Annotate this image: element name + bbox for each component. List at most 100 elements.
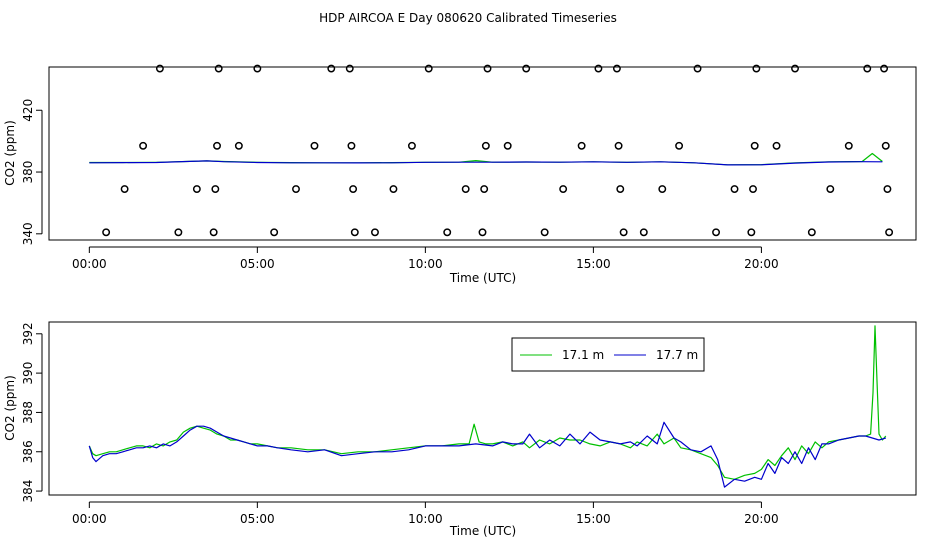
bottom-x-tick-label: 15:00 (576, 512, 611, 526)
top-x-tick-label: 10:00 (408, 257, 443, 271)
top-panel: 00:00 05:00 10:00 15:00 20:00 340 380 420 Time… (3, 64, 917, 285)
calibration-point (619, 228, 628, 237)
calibration-point (102, 228, 111, 237)
top-y-tick-label: 420 (21, 99, 35, 122)
top-y-axis-label: CO2 (ppm) (3, 120, 17, 186)
calibration-point (639, 228, 648, 237)
calibration-point (540, 228, 549, 237)
calibration-point (559, 185, 568, 193)
top-x-axis-label: Time (UTC) (449, 271, 516, 285)
calibration-point (483, 64, 492, 73)
calibration-point (807, 228, 816, 237)
calibration-point (211, 185, 220, 193)
calibration-point (480, 185, 489, 193)
top-series (89, 152, 883, 166)
bottom-x-tick-label: 00:00 (72, 512, 107, 526)
calibration-point (270, 228, 279, 237)
bottom-series-17-7-m (88, 421, 886, 488)
bottom-panel: 00:00 05:00 10:00 15:00 20:00 384 386 388 390 39… (3, 321, 917, 538)
top-y-tick-label: 340 (21, 222, 35, 245)
calibration-point (883, 185, 892, 193)
calibration-point (522, 64, 531, 73)
legend-label-17-1: 17.1 m (562, 348, 604, 362)
calibration-point (214, 64, 223, 73)
calibration-point (461, 185, 470, 193)
top-y-axis: 340 380 420 (21, 99, 43, 245)
calibration-point (616, 185, 625, 193)
calibration-point (752, 64, 761, 73)
calibration-point (693, 64, 702, 73)
chart-title: HDP AIRCOA E Day 080620 Calibrated Times… (319, 11, 617, 25)
calibration-point (350, 228, 359, 237)
calibration-point (594, 64, 603, 73)
top-x-tick-label: 05:00 (240, 257, 275, 271)
bottom-x-tick-label: 05:00 (240, 512, 275, 526)
calibration-point (881, 141, 890, 150)
calibration-point (750, 141, 759, 150)
top-x-axis: 00:00 05:00 10:00 15:00 20:00 (72, 246, 779, 271)
calibration-point (577, 141, 586, 150)
calibration-point (749, 185, 757, 193)
calibration-point (730, 185, 739, 193)
calibration-point (844, 141, 853, 150)
calibration-point (614, 141, 623, 150)
top-x-tick-label: 20:00 (744, 257, 779, 271)
calibration-point (209, 228, 218, 237)
legend: 17.1 m 17.7 m (511, 337, 705, 372)
bottom-series (88, 325, 887, 488)
bottom-series-17-1-m (88, 325, 887, 480)
calibration-point (407, 141, 416, 150)
calibration-point (478, 228, 487, 237)
top-series-17-7-m (89, 160, 883, 166)
calibration-point (234, 141, 243, 150)
calibration-point (880, 64, 889, 73)
bottom-y-tick-label: 390 (21, 362, 35, 385)
calibration-point (310, 141, 319, 150)
top-x-tick-label: 15:00 (576, 257, 611, 271)
calibration-point (747, 228, 756, 237)
calibration-point (826, 185, 835, 193)
calibration-point (612, 64, 621, 73)
top-y-tick-label: 380 (21, 161, 35, 184)
calibration-point (213, 141, 221, 150)
calibration-point (863, 64, 872, 73)
calibration-point (349, 185, 358, 193)
calibration-point (120, 185, 129, 193)
calibration-point (424, 64, 433, 73)
calibration-point (791, 64, 799, 73)
bottom-y-tick-label: 388 (21, 401, 35, 424)
calibration-point (443, 228, 452, 237)
bottom-x-tick-label: 20:00 (744, 512, 779, 526)
calibration-point (481, 141, 490, 150)
calibration-point (139, 141, 148, 150)
top-series-17-1-m (89, 152, 883, 166)
bottom-x-axis-label: Time (UTC) (449, 524, 516, 538)
calibration-point (155, 64, 164, 73)
calibration-point (712, 228, 721, 237)
calibration-point (371, 228, 379, 237)
calibration-point (253, 64, 262, 73)
bottom-y-axis-label: CO2 (ppm) (3, 375, 17, 441)
calibration-point (347, 141, 356, 150)
bottom-x-axis: 00:00 05:00 10:00 15:00 20:00 (72, 501, 779, 526)
calibration-point (658, 185, 667, 193)
bottom-y-tick-label: 384 (21, 480, 35, 503)
calibration-point (292, 185, 300, 193)
calibration-point (389, 185, 398, 193)
top-calibration-points (102, 64, 894, 237)
calibration-point (345, 64, 354, 73)
top-plot-frame (48, 66, 917, 241)
calibration-point (174, 228, 183, 237)
calibration-point (772, 141, 781, 150)
calibration-point (327, 64, 336, 73)
calibration-point (192, 185, 201, 193)
calibration-point (885, 228, 894, 237)
bottom-plot-frame (48, 321, 917, 496)
calibration-point (503, 141, 512, 150)
bottom-y-tick-label: 386 (21, 440, 35, 463)
bottom-y-axis: 384 386 388 390 392 (21, 322, 43, 503)
top-x-tick-label: 00:00 (72, 257, 107, 271)
bottom-x-tick-label: 10:00 (408, 512, 443, 526)
calibration-point (675, 141, 684, 150)
